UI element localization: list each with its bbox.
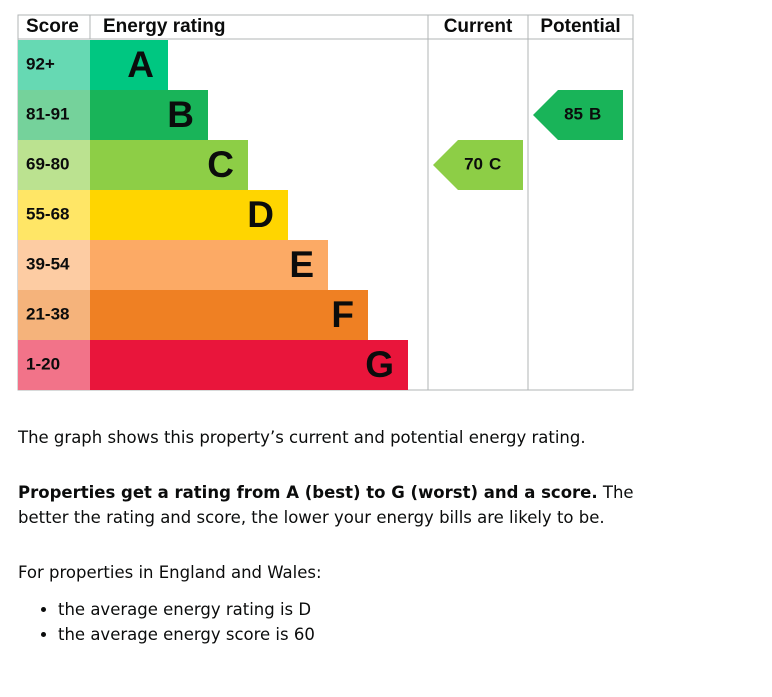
bullet: the average energy rating is D [58, 597, 638, 622]
score-label: 21-38 [26, 304, 69, 323]
current-score: 70 [464, 154, 483, 173]
rating-rest: The better the rating and score, the low… [18, 483, 634, 527]
score-cell [18, 240, 90, 290]
rating-bar [90, 40, 168, 90]
column-header: Current [444, 16, 513, 37]
description: The graph shows this property’s current … [18, 425, 638, 647]
potential-score: 85 [564, 104, 583, 123]
rating-bar [90, 290, 368, 340]
band-letter: D [247, 194, 274, 235]
column-header: Potential [540, 16, 620, 37]
bullet: the average energy score is 60 [58, 622, 638, 647]
score-cell [18, 190, 90, 240]
score-cell [18, 340, 90, 390]
band-letter: F [331, 294, 354, 335]
rating-bar [90, 190, 288, 240]
score-label: 92+ [26, 54, 55, 73]
score-label: 1-20 [26, 354, 60, 373]
score-cell [18, 90, 90, 140]
band-letter: B [167, 94, 194, 135]
intro: The graph shows this property’s current … [18, 428, 586, 447]
score-label: 55-68 [26, 204, 69, 223]
epc-graph: Score Energy rating Current Potential 92+ A 81… [17, 14, 634, 391]
potential-band: B [589, 104, 601, 123]
rating-bar [90, 240, 328, 290]
score-cell [18, 140, 90, 190]
band-letter: C [207, 144, 234, 185]
band-letter: G [365, 344, 394, 385]
score-label: 39-54 [26, 254, 70, 273]
column-header: Energy rating [103, 16, 225, 37]
band-letter: E [289, 244, 314, 285]
score-label: 69-80 [26, 154, 69, 173]
average-list: the average energy rating is Dthe averag… [18, 597, 638, 647]
column-header: Score [26, 16, 79, 37]
score-cell [18, 290, 90, 340]
score-label: 81-91 [26, 104, 69, 123]
rating-bold: Properties get a rating from A (best) to… [18, 483, 598, 502]
rating-explanation: Properties get a rating from A (best) to… [18, 480, 638, 530]
rating-bar [90, 90, 208, 140]
average-intro: For properties in England and Wales: [18, 563, 322, 582]
potential-arrow [533, 90, 623, 140]
rating-bar [90, 140, 248, 190]
rating-bar [90, 340, 408, 390]
current-arrow [433, 140, 523, 190]
band-letter: A [127, 44, 154, 85]
score-cell [18, 40, 90, 90]
current-band: C [489, 154, 501, 173]
